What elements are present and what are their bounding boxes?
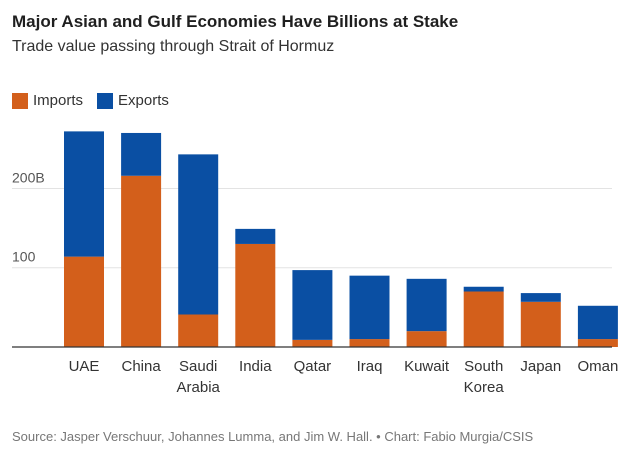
bar-imports — [121, 175, 162, 347]
x-tick-label: Kuwait — [404, 358, 450, 375]
x-tick-label: Saudi — [179, 358, 217, 375]
bar-imports — [349, 339, 390, 347]
x-tick-label: Oman — [577, 358, 618, 375]
y-tick-label: 200B — [12, 169, 45, 185]
bar-imports — [520, 301, 561, 347]
bar-imports — [463, 291, 504, 347]
bar-imports — [577, 339, 618, 347]
x-tick-label: UAE — [69, 358, 100, 375]
bar-exports — [349, 275, 390, 340]
chart-subtitle: Trade value passing through Strait of Ho… — [12, 38, 335, 55]
bar-exports — [121, 132, 162, 176]
bar-exports — [520, 293, 561, 302]
x-tick-label: Qatar — [294, 358, 332, 375]
bar-exports — [577, 305, 618, 340]
bar-exports — [178, 154, 219, 315]
x-tick-label: South — [464, 358, 503, 375]
x-tick-label: Japan — [520, 358, 561, 375]
bar-exports — [235, 228, 276, 244]
legend-label-exports: Exports — [118, 92, 169, 109]
legend-item-imports: Imports — [12, 92, 83, 109]
bar-imports — [178, 314, 219, 347]
legend-swatch-imports — [12, 92, 28, 109]
bar-exports — [64, 131, 104, 257]
x-tick-label: Iraq — [357, 358, 383, 375]
bar-imports — [292, 339, 333, 347]
bar-imports — [64, 256, 104, 347]
bar-exports — [292, 270, 333, 340]
y-tick-label: 100 — [12, 249, 36, 265]
bar-exports — [463, 286, 504, 292]
source-note: Source: Jasper Verschuur, Johannes Lumma… — [12, 429, 534, 444]
x-tick-label: India — [239, 358, 272, 375]
x-tick-label: Arabia — [177, 379, 221, 396]
bar-imports — [406, 331, 447, 347]
legend-label-imports: Imports — [33, 92, 84, 109]
chart-title: Major Asian and Gulf Economies Have Bill… — [12, 12, 459, 31]
legend: Imports Exports — [12, 92, 183, 109]
legend-item-exports: Exports — [97, 92, 169, 109]
legend-swatch-exports — [97, 92, 114, 109]
bar-exports — [406, 278, 447, 332]
x-tick-label: Korea — [464, 379, 505, 396]
x-tick-label: China — [121, 358, 161, 375]
bar-imports — [235, 243, 276, 347]
